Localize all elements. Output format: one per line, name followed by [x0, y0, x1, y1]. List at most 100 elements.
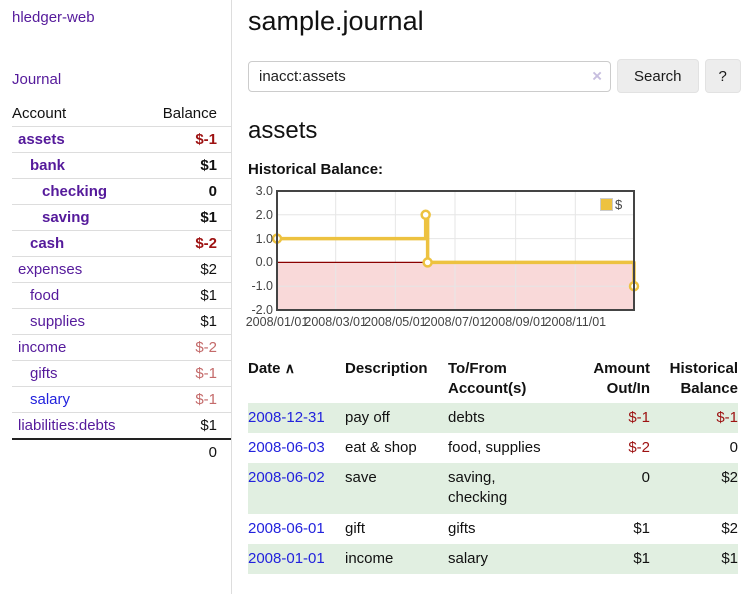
- account-row: food $1: [12, 282, 231, 309]
- account-balance: 0: [208, 183, 217, 200]
- account-row: expenses $2: [12, 256, 231, 283]
- search-form: × Search ?: [248, 59, 742, 93]
- transaction-date-link[interactable]: 2008-12-31: [248, 408, 325, 426]
- transaction-description: pay off: [345, 408, 390, 426]
- account-balance: $1: [200, 287, 217, 304]
- x-axis-tick-label: 2008/03/01: [304, 315, 367, 329]
- chart-label: Historical Balance:: [248, 161, 384, 178]
- transaction-description: eat & shop: [345, 438, 417, 456]
- transaction-amount: $1: [633, 549, 650, 567]
- main-content: sample.journal × Search ? assets Histori…: [232, 0, 742, 594]
- help-button[interactable]: ?: [704, 59, 741, 93]
- transaction-amount: $-2: [628, 438, 650, 456]
- transaction-balance: $2: [721, 519, 738, 537]
- accounts-column-header: To/From Account(s): [448, 360, 527, 398]
- legend-swatch-icon: [600, 198, 613, 211]
- transaction-balance: $2: [721, 469, 738, 486]
- x-axis-tick-label: 2008/01/01: [245, 315, 309, 329]
- account-row: saving $1: [12, 204, 231, 231]
- balance-column-header-register: Historical Balance: [669, 360, 738, 398]
- register-table-header: Date ∧ Description To/From Account(s) Am…: [248, 356, 738, 403]
- account-link-assets[interactable]: assets: [18, 131, 65, 148]
- account-row: supplies $1: [12, 308, 231, 335]
- transaction-accounts: gifts: [448, 519, 476, 537]
- page-title: sample.journal: [248, 6, 424, 36]
- brand-link[interactable]: hledger-web: [12, 9, 95, 26]
- y-axis-tick-label: -1.0: [251, 279, 273, 294]
- transaction-row: 2008-06-01 gift gifts $1 $2: [248, 514, 738, 544]
- x-axis-tick-label: 2008/07/01: [423, 315, 487, 329]
- clear-search-icon[interactable]: ×: [592, 66, 602, 86]
- transaction-balance: $-1: [716, 408, 738, 426]
- account-link-salary[interactable]: salary: [30, 391, 71, 408]
- chart-legend: $: [598, 196, 625, 213]
- account-link-expenses[interactable]: expenses: [18, 261, 83, 278]
- accounts-table: Account Balance assets $-1 bank $1 checking 0…: [12, 101, 231, 465]
- account-link-saving[interactable]: saving: [42, 209, 90, 226]
- y-axis-tick-label: -2.0: [251, 303, 273, 317]
- transaction-date-link[interactable]: 2008-01-01: [248, 549, 325, 567]
- account-balance: $1: [200, 417, 217, 434]
- account-balance: $-1: [195, 131, 217, 148]
- date-column-header[interactable]: Date ∧: [248, 360, 295, 377]
- account-link-liabilities-debts[interactable]: liabilities:debts: [18, 417, 116, 434]
- transaction-row: 2008-12-31 pay off debts $-1 $-1: [248, 402, 738, 433]
- amount-column-header: Amount Out/In: [593, 360, 650, 398]
- transaction-accounts: salary: [448, 549, 489, 567]
- accounts-table-header: Account Balance: [12, 101, 231, 127]
- account-balance: $1: [200, 209, 217, 226]
- account-balance: $1: [200, 157, 217, 174]
- transaction-row: 2008-01-01 income salary $1 $1: [248, 543, 738, 574]
- transaction-balance: 0: [729, 438, 738, 456]
- account-link-bank[interactable]: bank: [30, 157, 66, 174]
- description-column-header: Description: [345, 360, 428, 377]
- account-title: assets: [248, 117, 318, 144]
- account-link-cash[interactable]: cash: [30, 235, 65, 252]
- sidebar: hledger-web Journal Account Balance asse…: [0, 0, 232, 594]
- search-input[interactable]: [248, 60, 611, 92]
- transaction-date-link[interactable]: 2008-06-02: [248, 469, 325, 486]
- sidebar-item-journal[interactable]: Journal: [12, 71, 62, 88]
- account-balance: $-1: [195, 391, 217, 408]
- account-link-checking[interactable]: checking: [42, 183, 108, 200]
- y-axis-tick-label: 3.0: [255, 184, 273, 198]
- account-row: gifts $-1: [12, 360, 231, 387]
- account-row: income $-2: [12, 334, 231, 361]
- account-row: assets $-1: [12, 126, 231, 153]
- account-link-income[interactable]: income: [18, 339, 67, 356]
- plot-border: [276, 190, 635, 311]
- account-balance: $-2: [195, 339, 217, 356]
- y-axis-tick-label: 0.0: [255, 255, 273, 270]
- accounts-total-row: 0: [12, 439, 231, 465]
- transaction-date-link[interactable]: 2008-06-01: [248, 519, 325, 537]
- transaction-balance: $1: [721, 549, 738, 567]
- accounts-total-value: 0: [208, 444, 217, 461]
- transaction-amount: $1: [633, 519, 650, 537]
- transaction-description: save: [345, 469, 377, 486]
- transaction-description: gift: [345, 519, 366, 537]
- search-box: ×: [248, 60, 611, 92]
- transaction-accounts: saving, checking: [448, 469, 508, 507]
- account-link-food[interactable]: food: [30, 287, 60, 304]
- account-balance: $1: [200, 313, 217, 330]
- x-axis-tick-label: 2008/09/01: [484, 315, 547, 329]
- transaction-row: 2008-06-02 save saving, checking 0 $2: [248, 463, 738, 514]
- balance-column-header: Balance: [162, 105, 217, 122]
- transaction-row: 2008-06-03 eat & shop food, supplies $-2 0: [248, 433, 738, 463]
- transaction-accounts: debts: [448, 408, 485, 426]
- x-axis-tick-label: 2008/05/01: [364, 315, 427, 329]
- y-axis-tick-label: 1.0: [255, 231, 273, 246]
- transaction-description: income: [345, 549, 394, 567]
- data-point: [420, 209, 431, 221]
- search-button[interactable]: Search: [617, 59, 699, 93]
- account-link-gifts[interactable]: gifts: [30, 365, 58, 382]
- account-row: bank $1: [12, 152, 231, 179]
- transaction-date-link[interactable]: 2008-06-03: [248, 438, 325, 456]
- x-axis-tick-label: 2008/11/01: [544, 315, 607, 329]
- y-axis-tick-label: 2.0: [255, 207, 273, 222]
- sort-ascending-icon[interactable]: ∧: [284, 360, 295, 376]
- historical-balance-chart: $ 3.0 2.0 1.0 0.0 -1.0 -2.0 2008/01/01 2008/03/…: [245, 184, 668, 338]
- account-link-supplies[interactable]: supplies: [30, 313, 86, 330]
- account-row: salary $-1: [12, 386, 231, 413]
